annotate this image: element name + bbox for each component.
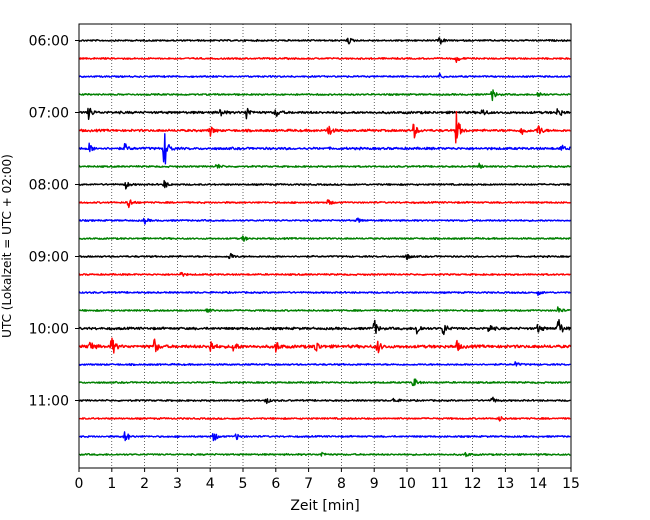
x-tick-label: 6	[271, 476, 280, 492]
x-axis-ticks: 0 1 2 3 4 5 6 7 8 9 10 11 12 13 14 15	[75, 468, 580, 492]
y-tick-label: 09:00	[29, 250, 69, 266]
x-tick-label: 4	[206, 476, 215, 492]
x-tick-label: 10	[398, 476, 416, 492]
trace-0930	[78, 290, 571, 297]
trace-1145	[78, 451, 571, 458]
trace-1130	[78, 431, 571, 442]
trace-0945	[78, 306, 571, 313]
trace-0830	[78, 217, 571, 225]
y-axis-title: UTC (Lokalzeit = UTC + 02:00)	[0, 154, 14, 338]
trace-0700	[78, 107, 571, 121]
x-tick-label: 3	[173, 476, 182, 492]
x-tick-label: 7	[304, 476, 313, 492]
x-tick-label: 11	[431, 476, 449, 492]
trace-0615	[78, 56, 571, 63]
y-tick-label: 06:00	[29, 34, 69, 50]
x-tick-label: 0	[75, 476, 84, 492]
x-tick-label: 9	[370, 476, 379, 492]
x-tick-label: 13	[496, 476, 514, 492]
x-tick-label: 8	[337, 476, 346, 492]
trace-1115	[78, 416, 571, 422]
vertical-grid	[111, 24, 539, 468]
trace-0730	[78, 133, 571, 165]
y-tick-label: 10:00	[29, 322, 69, 338]
trace-1030	[78, 361, 571, 367]
trace-1100	[78, 396, 571, 405]
trace-0645	[78, 89, 571, 102]
x-tick-label: 1	[107, 476, 116, 492]
y-tick-label: 11:00	[29, 394, 69, 410]
trace-0815	[78, 199, 571, 209]
trace-0915	[78, 271, 571, 277]
trace-group	[78, 37, 572, 458]
y-axis-ticks: 06:00 07:00 08:00 09:00 10:00 11:00	[29, 34, 79, 410]
y-tick-label: 08:00	[29, 178, 69, 194]
trace-0600	[78, 37, 571, 45]
trace-1045	[78, 378, 571, 387]
x-tick-label: 2	[140, 476, 149, 492]
trace-0845	[78, 235, 571, 242]
trace-1000	[78, 318, 572, 336]
x-tick-label: 5	[239, 476, 248, 492]
trace-0900	[78, 252, 571, 261]
plot-frame	[78, 23, 572, 469]
x-axis-title: Zeit [min]	[290, 498, 359, 514]
x-tick-label: 12	[464, 476, 482, 492]
trace-0715	[78, 111, 571, 144]
trace-1015	[78, 337, 572, 354]
trace-0630	[78, 72, 571, 79]
trace-0800	[78, 179, 571, 190]
x-tick-label: 15	[562, 476, 580, 492]
x-tick-label: 14	[529, 476, 547, 492]
trace-0745	[78, 162, 571, 169]
y-tick-label: 07:00	[29, 106, 69, 122]
